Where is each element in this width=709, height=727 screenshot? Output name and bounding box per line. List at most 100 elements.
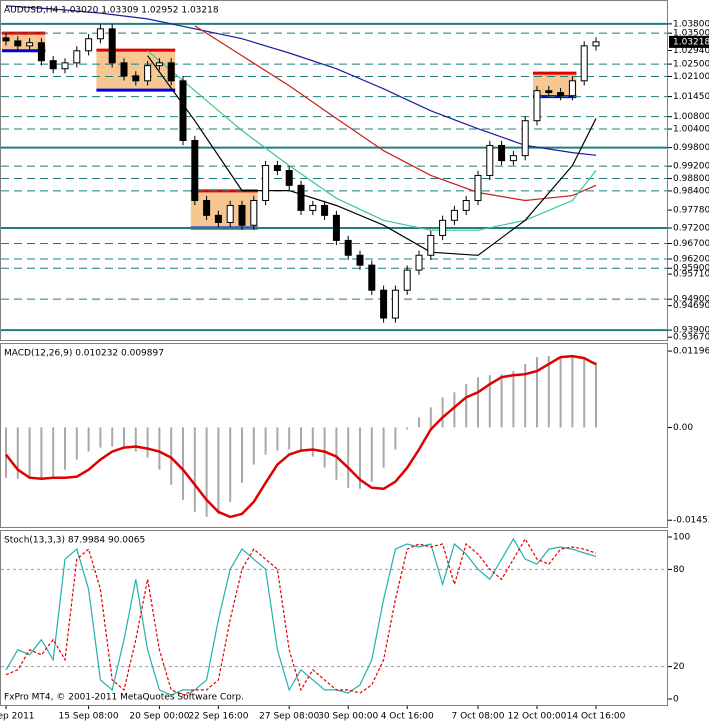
- y-tick-label: 20: [673, 662, 685, 672]
- candle-body: [262, 165, 270, 202]
- candle-body: [144, 65, 152, 82]
- candle-body: [96, 28, 104, 40]
- y-tick-label: 0.011964: [673, 347, 709, 357]
- x-tick-label: 30 Sep 00:00: [318, 712, 378, 722]
- candle-body: [462, 200, 470, 211]
- candle-body: [14, 40, 22, 47]
- candle-body: [509, 155, 517, 162]
- candle-body: [179, 80, 187, 141]
- candle-body: [2, 37, 10, 42]
- y-tick-label: 0.00: [673, 423, 693, 433]
- stoch-line: [5, 537, 597, 696]
- candle-body: [486, 144, 494, 176]
- y-tick-label: 0.96200: [673, 254, 709, 264]
- candle-body: [214, 214, 222, 223]
- candle-body: [415, 254, 423, 271]
- candle-body: [427, 234, 435, 256]
- macd-signal: [5, 354, 597, 519]
- y-tick-label: 1.01450: [673, 92, 709, 102]
- y-tick-label: 1.00400: [673, 125, 709, 135]
- candle-body: [568, 80, 576, 97]
- x-tick-label: 15 Sep 08:00: [59, 712, 119, 722]
- candle-body: [191, 139, 199, 202]
- candle-body: [557, 92, 565, 97]
- candle-body: [356, 254, 364, 266]
- y-tick-label: 0.99800: [673, 143, 709, 153]
- y-tick-label: 1.02940: [673, 46, 709, 56]
- candle-body: [545, 90, 553, 94]
- candle-body: [368, 264, 376, 291]
- candle-body: [120, 62, 128, 77]
- zone: [533, 73, 577, 97]
- candle-body: [403, 269, 411, 291]
- candle-body: [203, 200, 211, 216]
- y-tick-label: 0: [673, 695, 679, 705]
- moving-average: [147, 50, 597, 231]
- candle-body: [297, 184, 305, 211]
- y-tick-label: 0.99200: [673, 162, 709, 172]
- candle-body: [321, 204, 329, 216]
- price-panel: [0, 0, 668, 341]
- y-tick-label: 0.97200: [673, 224, 709, 234]
- candle-body: [49, 60, 57, 70]
- y-tick-label: 1.03800: [673, 19, 709, 29]
- x-tick-label: 7 Oct 08:00: [452, 712, 505, 722]
- moving-average: [147, 55, 597, 256]
- y-tick-label: 80: [673, 565, 685, 575]
- copyright: FxPro MT4, © 2001-2011 MetaQuotes Softwa…: [4, 693, 244, 703]
- y-tick-label: 0.93900: [673, 326, 709, 336]
- x-tick-label: 4 Oct 16:00: [381, 712, 434, 722]
- y-tick-label: 1.02500: [673, 60, 709, 70]
- candle-body: [309, 204, 317, 211]
- candle-body: [332, 214, 340, 241]
- y-tick-label: 0.94900: [673, 295, 709, 305]
- y-tick-label: -0.014531: [673, 516, 709, 526]
- y-tick-label: 0.96700: [673, 239, 709, 249]
- candle-body: [155, 62, 163, 67]
- zone: [190, 190, 258, 229]
- candle-body: [37, 42, 45, 62]
- y-tick-label: 100: [673, 532, 690, 542]
- zone: [2, 33, 46, 51]
- macd-panel: [0, 343, 668, 528]
- x-tick-label: 12 Sep 2011: [0, 712, 35, 722]
- candle-body: [344, 239, 352, 256]
- candle-body: [592, 41, 600, 47]
- candle-body: [498, 144, 506, 162]
- y-tick-label: 0.95900: [673, 264, 709, 274]
- candle-body: [61, 62, 69, 70]
- x-tick-label: 27 Sep 08:00: [259, 712, 319, 722]
- candle-body: [580, 45, 588, 82]
- y-tick-label: 1.00800: [673, 112, 709, 122]
- panel-title: MACD(12,26,9) 0.010232 0.009897: [4, 349, 164, 359]
- y-tick-label: 0.98800: [673, 174, 709, 184]
- panel-title: AUDUSD,H4 1.03020 1.03309 1.02952 1.0321…: [4, 6, 219, 16]
- candle-body: [439, 219, 447, 236]
- y-tick-label: 0.94690: [673, 301, 709, 311]
- panel-title: Stoch(13,3,3) 87.9984 90.0065: [4, 536, 145, 546]
- candle-body: [26, 42, 34, 47]
- current-price-label: 1.03218: [673, 37, 709, 47]
- candle-body: [132, 75, 140, 82]
- candle-body: [380, 289, 388, 319]
- candle-body: [450, 209, 458, 221]
- x-tick-label: 12 Oct 00:00: [508, 712, 567, 722]
- current-price-box: [669, 35, 709, 48]
- y-tick-label: 0.97780: [673, 206, 709, 216]
- x-tick-label: 14 Oct 16:00: [567, 712, 626, 722]
- candle-body: [226, 204, 234, 223]
- candle-body: [238, 204, 246, 226]
- y-tick-label: 1.02100: [673, 72, 709, 82]
- candle-body: [533, 90, 541, 122]
- y-tick-label: 0.98400: [673, 186, 709, 196]
- candle-body: [273, 165, 281, 172]
- y-tick-label: 0.93670: [673, 333, 709, 343]
- x-tick-label: 20 Sep 00:00: [129, 712, 189, 722]
- x-tick-label: 22 Sep 16:00: [188, 712, 248, 722]
- candle-body: [521, 120, 529, 157]
- candle-body: [285, 170, 293, 186]
- candle-body: [474, 174, 482, 202]
- moving-average: [5, 5, 597, 156]
